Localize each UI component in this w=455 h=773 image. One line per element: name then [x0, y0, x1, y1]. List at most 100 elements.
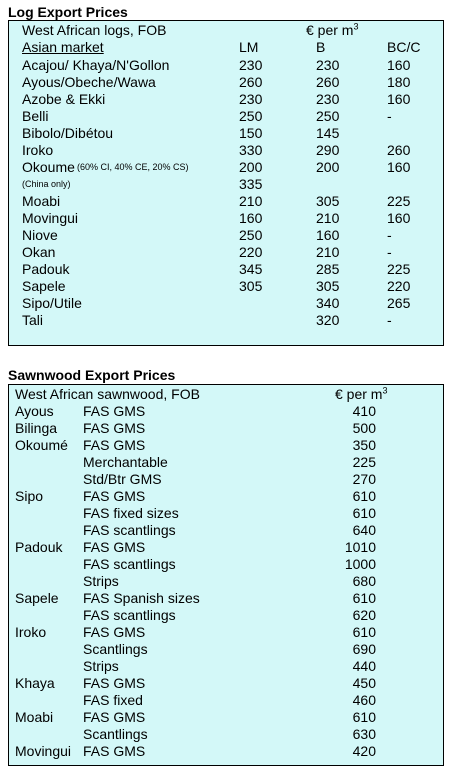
log-header-label: West African logs, FOB	[22, 22, 167, 38]
log-price-bc-c: 265	[387, 295, 411, 311]
sawn-row: Ayous FAS GMS 410	[9, 403, 443, 420]
sawn-price: 610	[352, 590, 376, 606]
column-lm: LM	[239, 39, 259, 55]
log-row: Okan 220 210 -	[9, 244, 443, 261]
log-price-bc-c: 180	[387, 74, 411, 90]
sawn-row: Sipo FAS GMS 610	[9, 488, 443, 505]
log-price-b: 290	[316, 142, 340, 158]
sawn-grade: FAS GMS	[83, 488, 146, 504]
sawn-grade: FAS GMS	[83, 675, 146, 691]
sawn-row: FAS scantlings 640	[9, 522, 443, 539]
sawn-row: Scantlings 690	[9, 641, 443, 658]
log-price-b: 210	[316, 210, 340, 226]
sawn-grade: Scantlings	[83, 726, 148, 742]
log-price-lm: 250	[239, 108, 263, 124]
sawn-price: 270	[352, 471, 376, 487]
sawn-price: 610	[352, 709, 376, 725]
log-species: Tali	[22, 312, 44, 328]
log-price-bc-c: 160	[387, 91, 411, 107]
log-price-bc-c: -	[387, 312, 392, 328]
sawn-species: Khaya	[15, 675, 55, 691]
sawn-row: FAS scantlings 620	[9, 607, 443, 624]
sawn-grade: FAS GMS	[83, 743, 146, 759]
sawn-row: FAS scantlings 1000	[9, 556, 443, 573]
log-species: Ayous/Obeche/Wawa	[22, 74, 156, 90]
sawn-grade: Scantlings	[83, 641, 148, 657]
sawn-row: FAS fixed sizes 610	[9, 505, 443, 522]
log-price-b: 305	[316, 278, 340, 294]
sawn-price: 420	[352, 743, 376, 759]
log-species: Sipo/Utile	[22, 295, 82, 311]
log-species: Okan	[22, 244, 56, 260]
log-row: Bibolo/Dibétou 150 145	[9, 125, 443, 142]
log-price-b: 260	[316, 74, 340, 90]
sawn-grade: FAS fixed	[83, 692, 143, 708]
log-price-lm: 220	[239, 244, 263, 260]
sawn-species: Sapele	[15, 590, 59, 606]
sawnwood-export-table: West African sawnwood, FOB € per m3 Ayou…	[8, 384, 444, 766]
log-price-bc-c: -	[387, 227, 392, 243]
log-price-lm: 210	[239, 193, 263, 209]
asian-market-label: Asian market	[22, 39, 104, 55]
sawn-price: 350	[352, 437, 376, 453]
sawn-grade: FAS scantlings	[83, 522, 176, 538]
sawn-price: 440	[352, 658, 376, 674]
log-price-b: 230	[316, 57, 340, 73]
sawn-price: 1000	[344, 556, 376, 572]
log-row: Acajou/ Khaya/N'Gollon 230 230 160	[9, 57, 443, 74]
sawn-grade: Strips	[83, 573, 119, 589]
log-price-bc-c: -	[387, 108, 392, 124]
sawn-species: Movingui	[15, 743, 72, 759]
log-price-b: 320	[316, 312, 340, 328]
log-price-lm: 345	[239, 261, 263, 277]
sawnwood-export-title: Sawnwood Export Prices	[8, 367, 176, 383]
log-species: Movingui	[22, 210, 79, 226]
log-export-title: Log Export Prices	[8, 4, 128, 20]
log-price-lm: 260	[239, 74, 263, 90]
log-species: Sapele	[22, 278, 66, 294]
log-species-note: (60% CI, 40% CE, 20% CS)	[77, 162, 189, 172]
log-species: Azobe & Ekki	[22, 91, 106, 107]
log-row: Okoume (60% CI, 40% CE, 20% CS) 200 200 160	[9, 159, 443, 176]
log-price-lm: 160	[239, 210, 263, 226]
log-price-bc-c: 220	[387, 278, 411, 294]
log-price-b: 305	[316, 193, 340, 209]
log-export-table: West African logs, FOB € per m3 Asian ma…	[8, 20, 444, 346]
log-price-lm: 200	[239, 159, 263, 175]
log-price-lm: 230	[239, 91, 263, 107]
sawn-species: Okoumé	[15, 437, 68, 453]
sawn-row: Sapele FAS Spanish sizes 610	[9, 590, 443, 607]
log-row: Niove 250 160 -	[9, 227, 443, 244]
log-price-b: 200	[316, 159, 340, 175]
log-price-lm: 230	[239, 57, 263, 73]
log-row: Belli 250 250 -	[9, 108, 443, 125]
sawn-price: 620	[352, 607, 376, 623]
log-unit-label: € per m3	[306, 21, 359, 38]
log-price-bc-c: 160	[387, 57, 411, 73]
sawn-grade: Strips	[83, 658, 119, 674]
sawn-grade: FAS GMS	[83, 624, 146, 640]
log-species: Belli	[22, 108, 49, 124]
sawn-species: Ayous	[15, 403, 54, 419]
log-species: Niove	[22, 227, 58, 243]
log-row: Sipo/Utile 340 265	[9, 295, 443, 312]
sawn-price: 450	[352, 675, 376, 691]
log-row: Iroko 330 290 260	[9, 142, 443, 159]
log-price-lm: 305	[239, 278, 263, 294]
sawn-grade: FAS Spanish sizes	[83, 590, 200, 606]
log-species: Bibolo/Dibétou	[22, 125, 114, 141]
sawn-row: Moabi FAS GMS 610	[9, 709, 443, 726]
sawn-row: Movingui FAS GMS 420	[9, 743, 443, 760]
log-price-lm: 330	[239, 142, 263, 158]
log-header-row: West African logs, FOB € per m3	[9, 22, 443, 39]
log-row: Sapele 305 305 220	[9, 278, 443, 295]
log-price-bc-c: 260	[387, 142, 411, 158]
sawn-price: 1010	[344, 539, 376, 555]
sawn-price: 610	[352, 488, 376, 504]
sawn-grade: Merchantable	[83, 454, 168, 470]
sawn-grade: FAS GMS	[83, 420, 146, 436]
log-species: Padouk	[22, 261, 70, 277]
column-b: B	[316, 39, 326, 55]
sawn-row: Strips 680	[9, 573, 443, 590]
log-species: Moabi	[22, 193, 61, 209]
